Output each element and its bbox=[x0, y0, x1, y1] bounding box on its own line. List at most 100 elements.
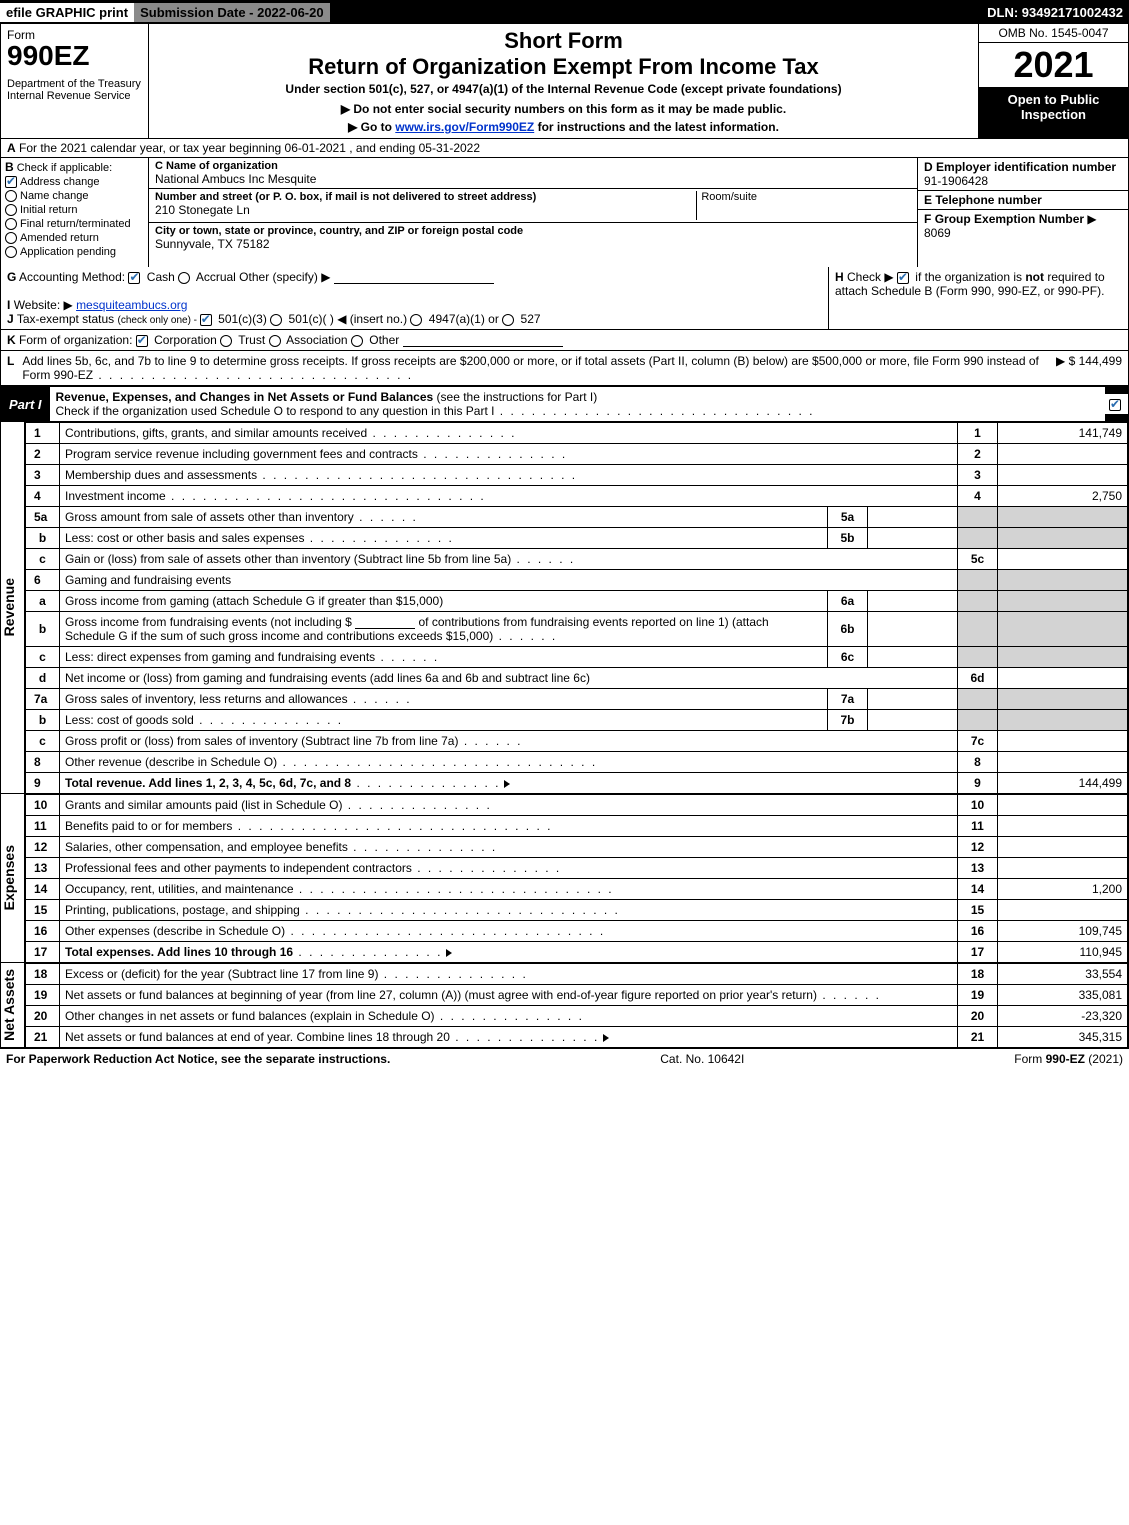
inner-amt bbox=[868, 612, 958, 647]
line-num: 5a bbox=[26, 507, 60, 528]
opt-amended-return[interactable]: Amended return bbox=[5, 232, 144, 244]
opt-application-pending[interactable]: Application pending bbox=[5, 246, 144, 258]
side-label-expenses: Expenses bbox=[1, 845, 24, 910]
opt-address-change[interactable]: Address change bbox=[5, 176, 144, 188]
f-label: Group Exemption Number bbox=[935, 212, 1084, 226]
section-bcdef: B Check if applicable: Address change Na… bbox=[0, 158, 1129, 267]
line-desc: Less: cost of goods sold bbox=[60, 710, 828, 731]
line-no: 11 bbox=[958, 816, 998, 837]
ein-val: 91-1906428 bbox=[924, 174, 988, 188]
h-t2: if the organization is bbox=[915, 270, 1025, 284]
radio-icon[interactable] bbox=[269, 335, 281, 347]
part1-checkline: Check if the organization used Schedule … bbox=[56, 404, 495, 418]
cell-ein: D Employer identification number 91-1906… bbox=[918, 158, 1128, 191]
row-h: H Check ▶ if the organization is not req… bbox=[828, 267, 1128, 329]
line-num: b bbox=[26, 710, 60, 731]
tax-year: 2021 bbox=[979, 43, 1128, 88]
j-pre: Tax-exempt status bbox=[17, 312, 118, 326]
table-row: bLess: cost or other basis and sales exp… bbox=[26, 528, 1128, 549]
shade-cell bbox=[998, 507, 1128, 528]
radio-icon bbox=[5, 190, 17, 202]
line-amt: 2,750 bbox=[998, 486, 1128, 507]
f-tag: F bbox=[924, 212, 931, 226]
radio-icon[interactable] bbox=[270, 314, 282, 326]
line-desc: Less: direct expenses from gaming and fu… bbox=[60, 647, 828, 668]
shade-cell bbox=[958, 689, 998, 710]
opt-label: Amended return bbox=[20, 232, 99, 244]
inner-lbl: 5a bbox=[828, 507, 868, 528]
c-label: Name of organization bbox=[166, 160, 278, 172]
h-t1: Check ▶ bbox=[847, 270, 894, 284]
table-row: 9Total revenue. Add lines 1, 2, 3, 4, 5c… bbox=[26, 773, 1128, 794]
inner-lbl: 6b bbox=[828, 612, 868, 647]
line-amt bbox=[998, 858, 1128, 879]
line-no: 4 bbox=[958, 486, 998, 507]
radio-icon[interactable] bbox=[178, 272, 190, 284]
opt-name-change[interactable]: Name change bbox=[5, 190, 144, 202]
opt-initial-return[interactable]: Initial return bbox=[5, 204, 144, 216]
side-label-revenue: Revenue bbox=[1, 578, 24, 636]
line-desc: Printing, publications, postage, and shi… bbox=[60, 900, 958, 921]
radio-icon[interactable] bbox=[410, 314, 422, 326]
line-amt: 141,749 bbox=[998, 423, 1128, 444]
line-no: 18 bbox=[958, 964, 998, 985]
table-row: cLess: direct expenses from gaming and f… bbox=[26, 647, 1128, 668]
line-amt: 1,200 bbox=[998, 879, 1128, 900]
radio-icon[interactable] bbox=[502, 314, 514, 326]
line-num: 6 bbox=[26, 570, 60, 591]
side-expenses: Expenses bbox=[1, 794, 25, 963]
line-num: 20 bbox=[26, 1006, 60, 1027]
row-gh: G Accounting Method: Cash Accrual Other … bbox=[0, 267, 1129, 330]
g-label: G bbox=[7, 270, 16, 284]
line-desc: Investment income bbox=[60, 486, 958, 507]
efile-print[interactable]: efile GRAPHIC print bbox=[0, 3, 134, 22]
table-row: 16Other expenses (describe in Schedule O… bbox=[26, 921, 1128, 942]
col-b-checkif: Check if applicable: bbox=[17, 162, 112, 174]
shade-cell bbox=[998, 591, 1128, 612]
table-row: 17Total expenses. Add lines 10 through 1… bbox=[26, 942, 1128, 963]
g-cash: Cash bbox=[147, 270, 175, 284]
checkbox-icon[interactable] bbox=[897, 272, 909, 284]
line-no: 16 bbox=[958, 921, 998, 942]
checkbox-icon[interactable] bbox=[128, 272, 140, 284]
k-o1: Corporation bbox=[154, 333, 217, 347]
arrow-icon bbox=[446, 949, 452, 957]
inner-lbl: 5b bbox=[828, 528, 868, 549]
radio-icon[interactable] bbox=[351, 335, 363, 347]
part1-title: Revenue, Expenses, and Changes in Net As… bbox=[56, 390, 434, 404]
other-specify-field[interactable] bbox=[334, 270, 494, 284]
table-row: 21Net assets or fund balances at end of … bbox=[26, 1027, 1128, 1048]
inner-amt bbox=[868, 647, 958, 668]
line-desc: Professional fees and other payments to … bbox=[60, 858, 958, 879]
checkbox-icon[interactable] bbox=[200, 314, 212, 326]
line-desc: Gross profit or (loss) from sales of inv… bbox=[60, 731, 958, 752]
line-no: 17 bbox=[958, 942, 998, 963]
table-row: 19Net assets or fund balances at beginni… bbox=[26, 985, 1128, 1006]
line-num: d bbox=[26, 668, 60, 689]
line-num: 18 bbox=[26, 964, 60, 985]
opt-final-return[interactable]: Final return/terminated bbox=[5, 218, 144, 230]
opt-label: Initial return bbox=[20, 204, 77, 216]
line-no: 3 bbox=[958, 465, 998, 486]
checkbox-icon[interactable] bbox=[136, 335, 148, 347]
contrib-amt-field[interactable] bbox=[355, 615, 415, 629]
goto-pre: ▶ Go to bbox=[348, 120, 395, 134]
part1-checkbox[interactable] bbox=[1105, 394, 1128, 414]
j-o4: 527 bbox=[521, 312, 541, 326]
line-num: 16 bbox=[26, 921, 60, 942]
table-row: 13Professional fees and other payments t… bbox=[26, 858, 1128, 879]
line-no: 2 bbox=[958, 444, 998, 465]
table-row: 2Program service revenue including gover… bbox=[26, 444, 1128, 465]
line-desc: Other expenses (describe in Schedule O) bbox=[60, 921, 958, 942]
line-desc: Gross sales of inventory, less returns a… bbox=[60, 689, 828, 710]
k-o2: Trust bbox=[238, 333, 265, 347]
other-org-field[interactable] bbox=[403, 333, 563, 347]
website-link[interactable]: mesquiteambucs.org bbox=[76, 298, 187, 312]
radio-icon[interactable] bbox=[220, 335, 232, 347]
irs-link[interactable]: www.irs.gov/Form990EZ bbox=[395, 120, 534, 134]
line-num: 9 bbox=[26, 773, 60, 794]
line-amt: 110,945 bbox=[998, 942, 1128, 963]
line-desc: Net assets or fund balances at end of ye… bbox=[60, 1027, 958, 1048]
table-row: bLess: cost of goods sold7b bbox=[26, 710, 1128, 731]
row-k: K Form of organization: Corporation Trus… bbox=[0, 330, 1129, 351]
